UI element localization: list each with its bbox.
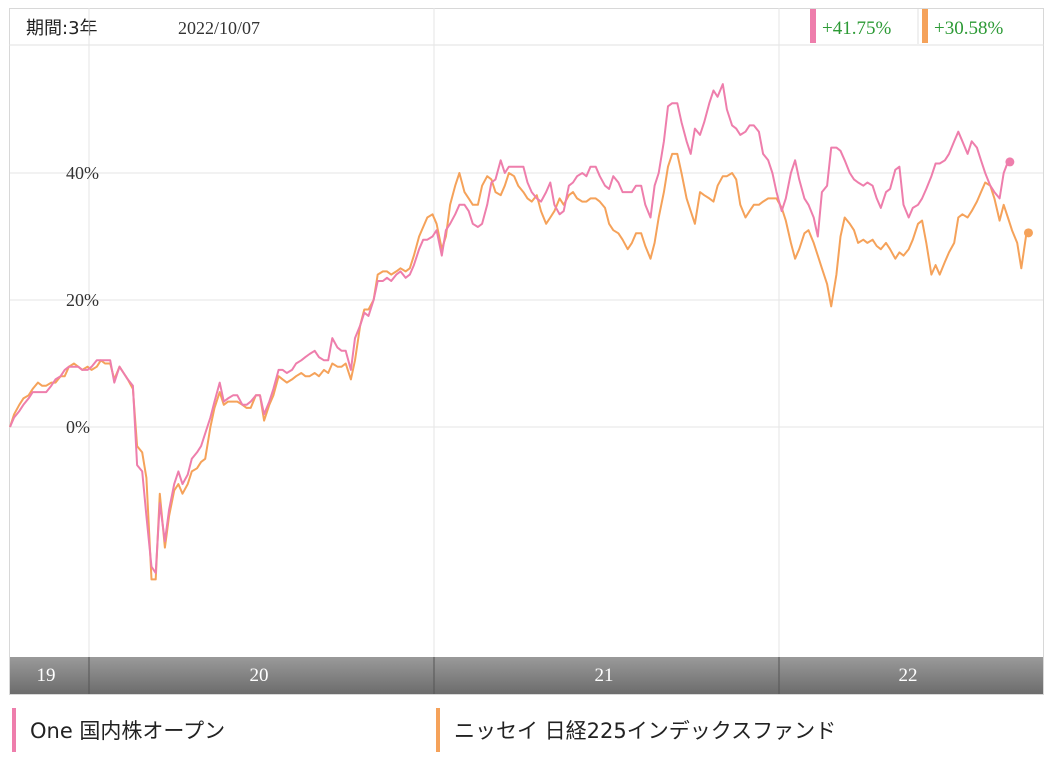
chart-svg: 期間:3年 2022/10/07 +41.75% +30.58% 0% 20% 40… [9,8,1044,695]
series-end-marker-1 [1023,228,1033,238]
legend-label-one: One 国内株オープン [30,719,226,743]
y-tick-labels: 0% 20% 40% [66,163,99,437]
date-label: 2022/10/07 [178,18,260,38]
legend-swatch-one [12,708,16,752]
series-line-1 [9,152,1028,581]
period-label: 期間:3年 [26,18,98,39]
legend-item-one: One 国内株オープン [12,708,225,752]
badge-one-value: +41.75% [822,18,891,39]
series-layer [9,83,1033,581]
plot-frame [9,8,1044,695]
legend-swatch-nissay [436,708,440,752]
year-label: 19 [37,665,56,686]
year-axis-labels: 19 20 21 22 [37,657,918,694]
gridlines [10,8,1043,694]
series-line-0 [9,83,1009,574]
year-label: 22 [899,665,918,686]
legend-label-nissay: ニッセイ 日経225インデックスファンド [454,719,837,743]
badge-nissay-value: +30.58% [934,18,1003,39]
year-label: 21 [595,665,614,686]
y-tick-label: 40% [66,163,99,183]
year-label: 20 [250,665,269,686]
badge-nissay-swatch [922,9,928,43]
year-axis-band [10,657,1043,694]
y-tick-label: 0% [66,417,90,437]
legend-item-nissay: ニッセイ 日経225インデックスファンド [436,708,836,752]
badge-one-swatch [810,9,816,43]
series-end-marker-0 [1005,157,1015,167]
y-tick-label: 20% [66,290,99,310]
